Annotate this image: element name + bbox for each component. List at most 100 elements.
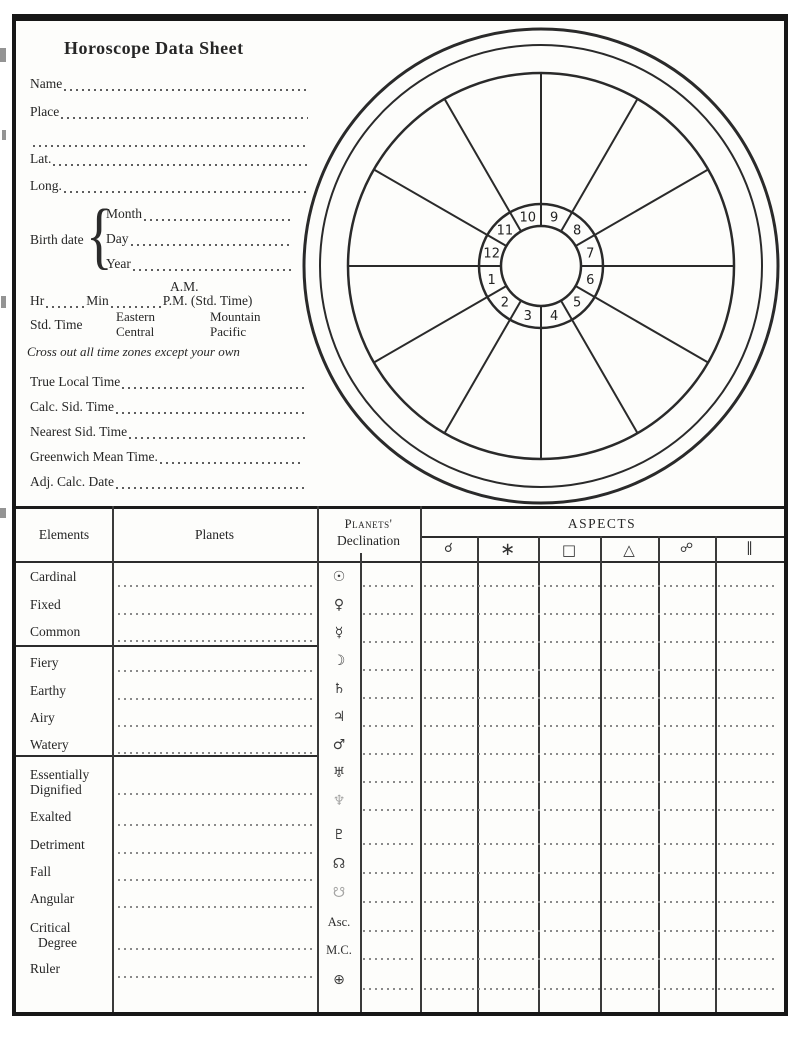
sextile-icon: ∗ xyxy=(499,539,516,560)
row-label-text2: Degree xyxy=(38,935,77,950)
declination-blank-line xyxy=(363,725,416,727)
row-label-fixed: Fixed xyxy=(30,597,61,612)
std-time-label: Std. Time xyxy=(30,317,83,332)
watery-separator-line xyxy=(16,755,317,757)
mars-icon: ♂ xyxy=(332,737,346,753)
page-title: Horoscope Data Sheet xyxy=(64,38,244,58)
planets-blank-line xyxy=(118,852,312,854)
planets-blank-line xyxy=(118,752,312,754)
row-label-exalted: Exalted xyxy=(30,809,71,824)
declination-blank-line xyxy=(363,930,416,932)
blank-dotted-line xyxy=(53,164,308,166)
planets-blank-line xyxy=(118,793,312,795)
sun-icon: ☉ xyxy=(332,569,346,585)
row-label-common: Common xyxy=(30,624,80,639)
declination-header-line2: Declination xyxy=(337,533,400,548)
pluto-icon: ♇ xyxy=(332,827,346,843)
common-separator-line xyxy=(16,645,317,647)
scan-artifact xyxy=(0,508,6,518)
field-true-local-time: True Local Time xyxy=(30,374,308,392)
house-number-8: 8 xyxy=(573,223,581,238)
planets-blank-line xyxy=(118,824,312,826)
opposition-icon: ☍ xyxy=(679,541,694,556)
planets-blank-line xyxy=(118,640,312,642)
blank-dotted-line xyxy=(46,306,87,308)
row-label-fall: Fall xyxy=(30,864,51,879)
part-of-fortune-icon: ⊕ xyxy=(333,972,345,988)
planets-blank-line xyxy=(118,948,312,950)
birth-month-label: Month xyxy=(106,206,143,221)
house-number-10: 10 xyxy=(520,210,537,225)
field-calc-sid-time: Calc. Sid. Time xyxy=(30,399,308,417)
aspects-blank-line xyxy=(424,809,778,811)
mercury-icon: ☿ xyxy=(334,625,344,641)
horoscope-wheel: 1 2 3 4 5 6 7 8 9 10 11 12 xyxy=(302,27,780,505)
zone-mountain: Mountain xyxy=(210,309,261,324)
hr-label: Hr xyxy=(30,293,45,308)
planets-blank-line xyxy=(118,976,312,978)
row-label-angular: Angular xyxy=(30,891,74,906)
north-node-icon: ☊ xyxy=(332,856,346,872)
neptune-icon: ♆ xyxy=(332,793,346,809)
midheaven-label: M.C. xyxy=(326,943,352,957)
blank-dotted-line xyxy=(116,412,308,414)
declination-blank-line xyxy=(363,872,416,874)
planets-blank-line xyxy=(118,698,312,700)
blank-dotted-line xyxy=(64,89,308,91)
row-label-watery: Watery xyxy=(30,737,69,752)
table-grid-line xyxy=(658,536,660,1012)
blank-dotted-line xyxy=(110,306,163,308)
declination-blank-line xyxy=(363,781,416,783)
wheel-second-circle xyxy=(319,44,763,488)
declination-subdivider-line xyxy=(360,553,362,1012)
declination-blank-line xyxy=(363,958,416,960)
field-birth-month: Month xyxy=(106,206,292,224)
blank-dotted-line xyxy=(159,462,300,464)
row-label-text: Detriment xyxy=(30,837,85,852)
table-grid-line xyxy=(317,506,319,1012)
house-number-1: 1 xyxy=(488,273,496,288)
aspects-blank-line xyxy=(424,697,778,699)
min-label: Min xyxy=(86,293,109,308)
row-label-text: Earthy xyxy=(30,683,66,698)
trine-icon: △ xyxy=(623,541,635,559)
row-label-text: Critical xyxy=(30,920,71,935)
planets-blank-line xyxy=(118,670,312,672)
aspects-blank-line xyxy=(424,988,778,990)
house-number-12: 12 xyxy=(483,246,500,261)
scan-artifact xyxy=(0,48,6,62)
row-label-airy: Airy xyxy=(30,710,55,725)
house-number-5: 5 xyxy=(573,296,581,311)
field-birth-day: Day xyxy=(106,231,292,249)
parallel-icon: ∥ xyxy=(746,540,753,556)
declination-blank-line xyxy=(363,901,416,903)
field-hour-minute: Hr Min P.M. (Std. Time) xyxy=(30,293,308,311)
field-place-label: Place xyxy=(30,104,60,119)
scan-artifact xyxy=(2,130,6,140)
ascendant-label: Asc. xyxy=(327,915,351,929)
row-label-text: Fiery xyxy=(30,655,59,670)
wheel-outer-circle xyxy=(302,27,780,505)
field-place-continuation xyxy=(33,132,305,150)
timezone-note: Cross out all time zones except your own xyxy=(27,344,240,359)
field-adj-calc-date: Adj. Calc. Date xyxy=(30,474,308,492)
row-label-text: Watery xyxy=(30,737,69,752)
birth-day-label: Day xyxy=(106,231,129,246)
aspects-blank-line xyxy=(424,872,778,874)
aspects-blank-line xyxy=(424,613,778,615)
saturn-icon: ♄ xyxy=(332,681,346,697)
aspects-blank-line xyxy=(424,669,778,671)
row-label-text: Airy xyxy=(30,710,55,725)
row-label-text2: Dignified xyxy=(30,782,82,797)
row-label-essentially-dignified: Essentially Dignified xyxy=(30,767,89,797)
aspects-blank-line xyxy=(424,725,778,727)
planets-blank-line xyxy=(118,585,312,587)
house-number-6: 6 xyxy=(586,273,594,288)
aspects-blank-line xyxy=(424,958,778,960)
declination-header-line1: Planets' xyxy=(344,517,393,531)
aspects-blank-line xyxy=(424,585,778,587)
row-label-detriment: Detriment xyxy=(30,837,85,852)
true-local-time-label: True Local Time xyxy=(30,374,121,389)
row-label-earthy: Earthy xyxy=(30,683,66,698)
field-name-label: Name xyxy=(30,76,63,91)
